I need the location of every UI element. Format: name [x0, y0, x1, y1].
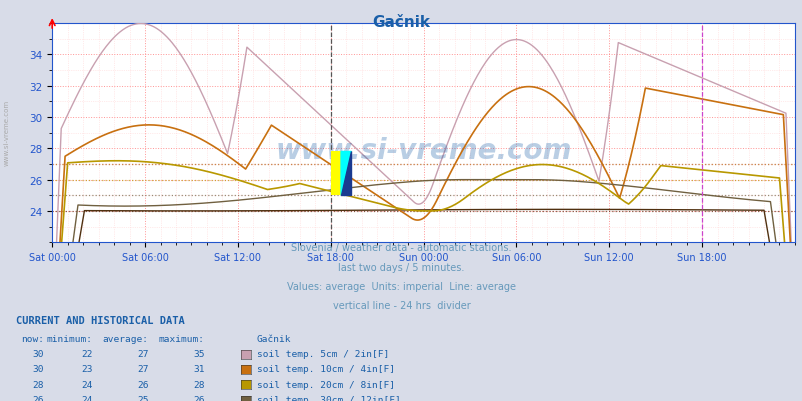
Text: average:: average:	[103, 334, 148, 343]
Text: 24: 24	[81, 380, 92, 389]
Text: 28: 28	[33, 380, 44, 389]
Text: soil temp. 20cm / 8in[F]: soil temp. 20cm / 8in[F]	[257, 380, 395, 389]
Text: www.si-vreme.com: www.si-vreme.com	[3, 99, 10, 165]
Text: 26: 26	[33, 395, 44, 401]
Polygon shape	[341, 152, 351, 196]
Text: Slovenia / weather data - automatic stations.: Slovenia / weather data - automatic stat…	[291, 243, 511, 253]
Text: Gačnik: Gačnik	[372, 15, 430, 30]
Text: Gačnik: Gačnik	[257, 334, 291, 343]
Polygon shape	[341, 152, 351, 196]
Text: 31: 31	[193, 365, 205, 373]
Text: 23: 23	[81, 365, 92, 373]
Text: 26: 26	[193, 395, 205, 401]
Text: 35: 35	[193, 349, 205, 358]
Text: soil temp. 30cm / 12in[F]: soil temp. 30cm / 12in[F]	[257, 395, 400, 401]
Text: CURRENT AND HISTORICAL DATA: CURRENT AND HISTORICAL DATA	[16, 315, 184, 325]
Text: 26: 26	[137, 380, 148, 389]
Text: 27: 27	[137, 349, 148, 358]
Bar	[330, 152, 341, 196]
Text: 27: 27	[137, 365, 148, 373]
Text: 30: 30	[33, 365, 44, 373]
Text: Values: average  Units: imperial  Line: average: Values: average Units: imperial Line: av…	[286, 281, 516, 291]
Text: minimum:: minimum:	[47, 334, 92, 343]
Text: vertical line - 24 hrs  divider: vertical line - 24 hrs divider	[332, 300, 470, 310]
Text: now:: now:	[21, 334, 44, 343]
Text: 30: 30	[33, 349, 44, 358]
Text: www.si-vreme.com: www.si-vreme.com	[275, 137, 571, 165]
Text: soil temp. 10cm / 4in[F]: soil temp. 10cm / 4in[F]	[257, 365, 395, 373]
Text: last two days / 5 minutes.: last two days / 5 minutes.	[338, 262, 464, 272]
Text: 24: 24	[81, 395, 92, 401]
Text: 28: 28	[193, 380, 205, 389]
Text: maximum:: maximum:	[159, 334, 205, 343]
Text: soil temp. 5cm / 2in[F]: soil temp. 5cm / 2in[F]	[257, 349, 389, 358]
Text: 22: 22	[81, 349, 92, 358]
Text: 25: 25	[137, 395, 148, 401]
